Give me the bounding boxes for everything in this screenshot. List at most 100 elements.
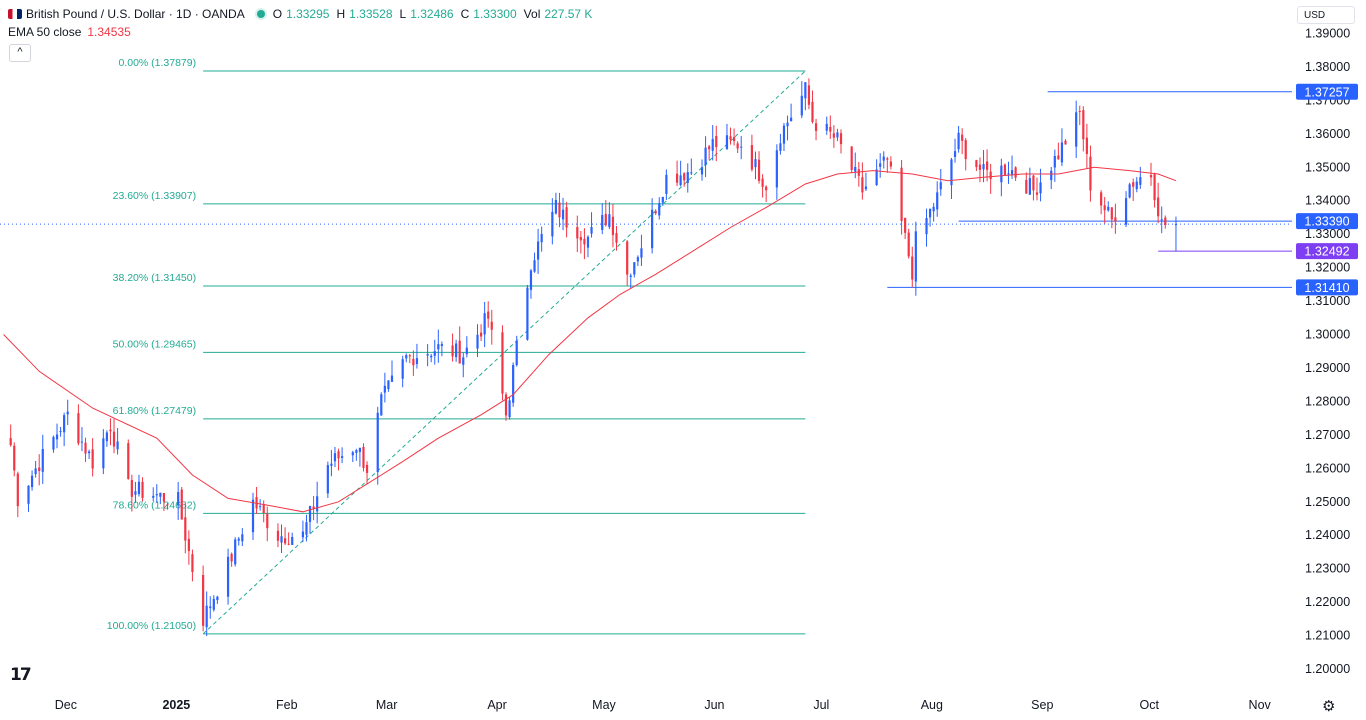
candle-body (380, 394, 383, 416)
candle-body (152, 495, 155, 498)
candle-body (184, 517, 187, 541)
candle-body (105, 432, 109, 442)
y-tick-label: 1.26000 (1305, 461, 1350, 475)
fib-level-label: 38.20% (1.31450) (113, 272, 196, 284)
currency-select[interactable]: USD (1297, 6, 1355, 24)
price-tag-line (1296, 279, 1358, 296)
candle-body (953, 151, 957, 157)
candle-body (1000, 165, 1003, 183)
x-tick-label: Dec (55, 698, 77, 712)
candle-body (590, 226, 593, 234)
candle-body (939, 182, 942, 190)
x-tick-label: Oct (1139, 698, 1159, 712)
candle-body (985, 161, 989, 170)
candle-body (679, 175, 682, 186)
candle-body (476, 334, 479, 349)
candle-body (957, 132, 960, 150)
collapse-legend-button[interactable]: ^ (9, 44, 31, 62)
candle-body (1025, 180, 1028, 194)
price-tag-low (1296, 243, 1358, 260)
y-tick-label: 1.29000 (1305, 361, 1350, 375)
candle-body (754, 159, 757, 168)
symbol-title[interactable]: British Pound / U.S. Dollar · 1D · OANDA (26, 7, 245, 21)
candle-body (301, 531, 305, 538)
candle-body (102, 438, 105, 469)
candle-body (804, 82, 807, 99)
candle-body (376, 412, 379, 473)
candle-body (390, 375, 394, 382)
candle-body (1082, 110, 1085, 140)
candle-body (1153, 174, 1156, 201)
price-tag-label: 1.31410 (1304, 281, 1349, 295)
candle-body (533, 260, 536, 272)
candle-body (326, 465, 329, 494)
candle-body (490, 321, 493, 330)
candle-body (280, 536, 283, 543)
candle-body (109, 429, 112, 432)
candle-body (629, 275, 632, 277)
candle-body (1078, 110, 1081, 112)
ema50-line (3, 166, 1177, 513)
y-tick-label: 1.20000 (1305, 662, 1350, 676)
price-tag-label: 1.32492 (1304, 245, 1349, 259)
candle-body (1107, 206, 1110, 211)
candle-body (401, 359, 404, 379)
candle-body (626, 241, 629, 275)
candle-body (84, 442, 87, 454)
y-tick-label: 1.32000 (1305, 261, 1350, 275)
candle-body (34, 468, 37, 475)
x-tick-label: Nov (1249, 698, 1272, 712)
candle-body (914, 231, 917, 282)
candle-body (177, 492, 180, 506)
candle-body (9, 438, 12, 446)
candle-body (782, 125, 786, 144)
candle-body (1160, 219, 1163, 221)
candle-body (850, 146, 853, 171)
candle-body (1064, 140, 1067, 145)
candle-body (127, 443, 130, 479)
candle-body (362, 447, 365, 468)
ema-label[interactable]: EMA 50 close (8, 25, 82, 39)
candle-body (1035, 192, 1039, 195)
candle-body (1128, 184, 1131, 198)
candle-body (259, 506, 262, 508)
candle-body (159, 492, 162, 497)
candle-body (1053, 156, 1056, 168)
gbp-usd-flag-icon (8, 9, 22, 19)
candle-body (636, 257, 639, 262)
candle-body (230, 553, 233, 562)
candle-body (387, 380, 390, 390)
candle-body (55, 434, 59, 440)
candle-body (1028, 178, 1031, 195)
candle-body (529, 270, 533, 290)
candle-body (202, 574, 205, 626)
candle-body (13, 445, 16, 471)
candle-body (333, 453, 337, 462)
candle-body (487, 311, 490, 319)
candle-body (351, 452, 354, 456)
candle-body (1085, 137, 1088, 154)
fib-level-label: 100.00% (1.21050) (107, 620, 196, 632)
candle-body (180, 489, 183, 520)
candle-body (989, 171, 992, 180)
candle-body (715, 135, 718, 148)
candle-body (365, 464, 369, 473)
candle-body (836, 132, 839, 138)
candle-body (961, 134, 964, 141)
high-key: H (336, 7, 346, 21)
candle-body (708, 146, 711, 150)
candle-body (928, 208, 932, 218)
settings-gear-icon[interactable]: ⚙ (1322, 698, 1336, 715)
candle-body (1089, 156, 1092, 191)
candle-body (291, 536, 294, 545)
candle-body (287, 543, 290, 545)
plot-area: 0.00% (1.37879) 23.60% (1.33907) 38.20% (1… (0, 57, 1292, 637)
candle-body (512, 364, 515, 403)
candle-body (1149, 175, 1153, 178)
candle-body (651, 209, 654, 249)
candle-body (978, 164, 982, 170)
candle-body (52, 436, 55, 450)
open-key: O (272, 7, 283, 21)
candle-body (440, 344, 443, 346)
